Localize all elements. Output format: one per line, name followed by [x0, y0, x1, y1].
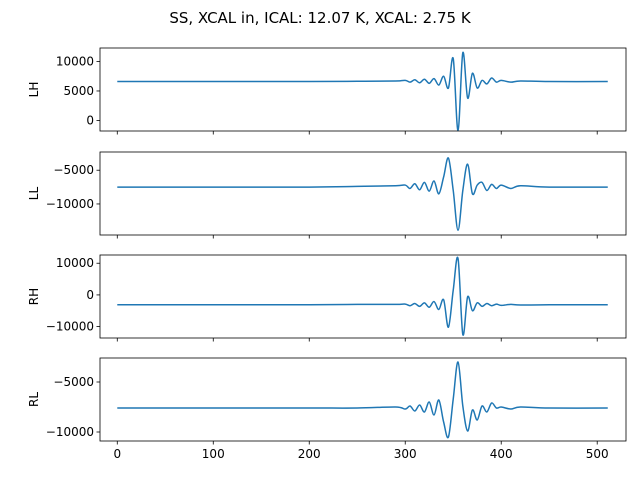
y-tick-label: 10000 — [56, 256, 94, 270]
axes-frame — [99, 151, 627, 236]
y-axis-label: RH — [27, 288, 41, 305]
x-tick-label: 100 — [202, 447, 225, 461]
y-axis-label: LH — [27, 82, 41, 98]
x-tick-label: 0 — [113, 447, 121, 461]
axes-frame — [99, 47, 627, 132]
x-tick-label: 200 — [298, 447, 321, 461]
subplots: 0500010000LH−10000−5000LL−10000010000RH−… — [27, 47, 627, 461]
y-tick-label: 0 — [86, 288, 94, 302]
y-tick-label: 0 — [86, 113, 94, 127]
x-tick-label: 400 — [490, 447, 513, 461]
series-line — [117, 256, 608, 336]
chart-title: SS, XCAL in, ICAL: 12.07 K, XCAL: 2.75 K — [169, 9, 472, 27]
y-axis-label: RL — [27, 392, 41, 407]
series-line — [117, 361, 608, 439]
x-tick-label: 300 — [394, 447, 417, 461]
axes-frame — [99, 254, 627, 339]
y-tick-label: −5000 — [53, 163, 94, 177]
y-tick-label: −10000 — [46, 320, 94, 334]
y-tick-label: −10000 — [46, 425, 94, 439]
y-tick-label: 10000 — [56, 55, 94, 69]
y-tick-label: −10000 — [46, 197, 94, 211]
y-axis-label: LL — [27, 187, 41, 201]
y-tick-label: −5000 — [53, 375, 94, 389]
y-tick-label: 5000 — [63, 84, 94, 98]
axes-frame — [99, 357, 627, 442]
subplot-LH: 0 5000 10000 LH — [27, 47, 627, 135]
series-line — [117, 51, 608, 131]
x-tick-label: 500 — [586, 447, 609, 461]
series-line — [117, 157, 608, 232]
subplot-LL: −10000 −5000 LL — [27, 151, 627, 239]
subplot-RH: −10000 0 10000 RH — [27, 254, 627, 342]
subplot-RL: −10000 −5000 0 100 200 300 400 500 RL — [27, 357, 627, 461]
